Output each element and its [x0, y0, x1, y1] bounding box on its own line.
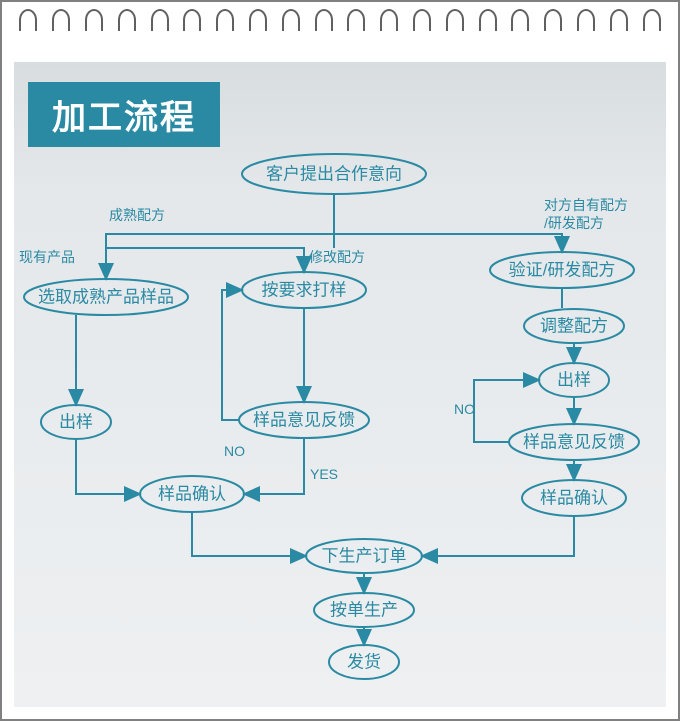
flow-node-label: 验证/研发配方 — [509, 260, 616, 279]
flow-edge — [334, 234, 562, 252]
flow-edge — [76, 439, 140, 494]
flow-node-label: 出样 — [557, 370, 591, 389]
flow-node-label: 按单生产 — [330, 600, 398, 619]
page-frame: 加工流程 客户提出合作意向选取成熟产品样品出样按要求打样样品意见反馈样品确认验证… — [0, 0, 680, 721]
flow-node-label: 出样 — [59, 412, 93, 431]
flow-edge-label: 现有产品 — [19, 249, 75, 265]
flow-edge-label: NO — [224, 443, 245, 459]
flow-node-label: 样品意见反馈 — [523, 432, 625, 451]
flow-node-label: 选取成熟产品样品 — [38, 286, 174, 306]
flow-edge-label: 修改配方 — [309, 249, 365, 265]
flow-edge — [106, 248, 304, 272]
flow-node-label: 样品确认 — [158, 484, 226, 503]
spiral-binding — [2, 2, 678, 30]
flow-node-label: 样品意见反馈 — [253, 410, 355, 429]
flow-node-label: 下生产订单 — [322, 546, 407, 565]
flow-edge — [192, 512, 306, 556]
flow-edge-label: /研发配方 — [544, 215, 604, 231]
flow-edge-label: YES — [310, 466, 338, 482]
flow-edge — [244, 438, 304, 494]
flow-node-label: 调整配方 — [540, 316, 608, 335]
flow-edge — [422, 516, 574, 556]
flowchart: 客户提出合作意向选取成熟产品样品出样按要求打样样品意见反馈样品确认验证/研发配方… — [14, 62, 670, 712]
flow-node-label: 发货 — [347, 652, 381, 671]
content-area: 加工流程 客户提出合作意向选取成熟产品样品出样按要求打样样品意见反馈样品确认验证… — [14, 62, 666, 707]
flow-node-label: 客户提出合作意向 — [266, 164, 402, 183]
flow-edge-label: NO — [454, 401, 475, 417]
flow-node-label: 样品确认 — [540, 488, 608, 507]
flow-edge-label: 成熟配方 — [109, 207, 165, 223]
flow-edge — [222, 290, 242, 420]
flow-node-label: 按要求打样 — [262, 280, 347, 299]
flow-edge-label: 对方自有配方 — [544, 197, 628, 213]
